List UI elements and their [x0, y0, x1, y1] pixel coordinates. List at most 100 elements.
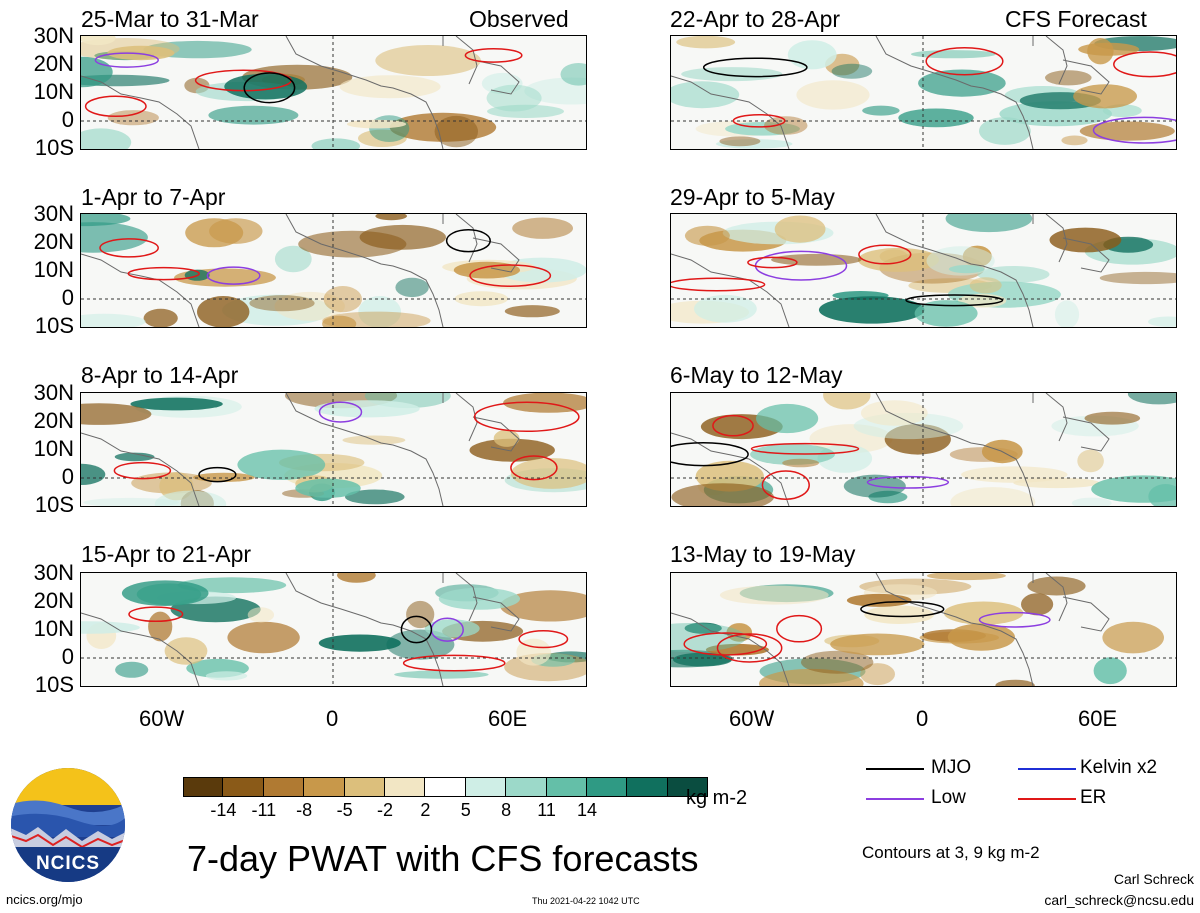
colorbar-tick: 2: [420, 800, 431, 820]
legend-label-er: ER: [1080, 787, 1107, 808]
pwat-anomaly-shading: [81, 463, 106, 485]
pwat-anomaly-shading: [121, 580, 209, 606]
wave-contour: [925, 47, 1004, 76]
pwat-anomaly-shading: [1027, 576, 1086, 596]
panel-title-8: 13-May to 19-May: [670, 541, 856, 567]
map-panel-cfs-1: [670, 35, 1177, 150]
legend-line-er: [1018, 798, 1076, 800]
panel-title-6: 29-Apr to 5-May: [670, 184, 835, 210]
pwat-anomaly-shading: [395, 277, 429, 298]
colorbar-tick: -11: [251, 800, 277, 820]
pwat-anomaly-shading: [763, 116, 808, 135]
logo-text: NCICS: [36, 853, 100, 874]
pwat-anomaly-shading: [771, 253, 862, 266]
colorbar-tick: 5: [460, 800, 471, 820]
pwat-anomaly-shading: [719, 585, 829, 605]
pwat-anomaly-shading: [1061, 135, 1088, 146]
wave-contour: [469, 264, 552, 287]
colorbar-swatch: [385, 777, 426, 797]
pwat-anomaly-shading: [1045, 70, 1092, 86]
wave-contour: [683, 632, 768, 656]
pwat-anomaly-shading: [787, 40, 837, 70]
pwat-anomaly-shading: [375, 45, 481, 76]
pwat-anomaly-shading: [830, 633, 925, 656]
pwat-anomaly-shading: [961, 466, 1068, 483]
colorbar-swatch: [304, 777, 345, 797]
coastline: [671, 393, 1110, 506]
pwat-anomaly-shading: [774, 215, 826, 243]
pwat-anomaly-shading: [107, 45, 175, 61]
pwat-anomaly-shading: [1071, 497, 1112, 506]
coastline: [671, 214, 1110, 327]
lat-label: 0: [61, 285, 74, 310]
pwat-anomaly-shading: [782, 458, 819, 468]
pwat-anomaly-shading: [247, 607, 275, 623]
pwat-anomaly-shading: [823, 393, 871, 410]
lat-label: 10S: [34, 313, 74, 338]
map-panel-obs-4: [80, 572, 587, 687]
pwat-anomaly-shading: [796, 80, 870, 110]
colorbar-swatch: [667, 777, 709, 797]
colorbar-tick: 11: [537, 800, 556, 820]
wave-contour: [84, 95, 147, 118]
pwat-anomaly-shading: [143, 308, 178, 327]
pwat-anomaly-shading: [510, 458, 586, 489]
wave-contour: [243, 72, 296, 104]
colorbar-swatch: [344, 777, 385, 797]
pwat-anomaly-shading: [295, 478, 361, 498]
lat-label: 30N: [33, 201, 74, 226]
pwat-anomaly-shading: [369, 115, 410, 142]
legend-label-low: Low: [931, 787, 966, 808]
pwat-anomaly-shading: [926, 573, 1006, 581]
panel-title-3: 8-Apr to 14-Apr: [81, 362, 239, 388]
map-panel-obs-3: [80, 392, 587, 507]
pwat-anomaly-shading: [1079, 121, 1175, 141]
wave-contour: [113, 461, 172, 480]
coastline: [81, 214, 520, 327]
pwat-anomaly-shading: [864, 605, 934, 624]
pwat-anomaly-shading: [154, 490, 227, 506]
wave-contour: [1092, 116, 1176, 144]
pwat-anomaly-shading: [756, 403, 819, 434]
pwat-anomaly-shading: [809, 424, 893, 454]
pwat-anomaly-shading: [979, 117, 1031, 145]
pwat-anomaly-shading: [948, 265, 985, 274]
panel-title-7: 6-May to 12-May: [670, 362, 843, 388]
pwat-anomaly-shading: [434, 115, 478, 148]
pwat-anomaly-shading: [560, 63, 586, 86]
lat-label: 10N: [33, 79, 74, 104]
colorbar-swatch: [425, 777, 466, 797]
colorbar-tick: -8: [296, 800, 313, 820]
pwat-anomaly-shading: [337, 573, 376, 583]
coastline: [671, 573, 1110, 686]
lat-label: 20N: [33, 408, 74, 433]
pwat-anomaly-shading: [858, 247, 939, 272]
coastline: [81, 573, 520, 686]
pwat-anomaly-shading: [694, 294, 757, 323]
pwat-anomaly-shading: [345, 489, 405, 505]
pwat-anomaly-shading: [860, 663, 895, 686]
wave-contour: [127, 266, 200, 281]
wave-contour: [671, 277, 766, 292]
pwat-anomaly-shading: [1099, 271, 1176, 285]
legend-label-mjo: MJO: [931, 757, 972, 778]
pwat-anomaly-shading: [860, 400, 928, 426]
lon-label-60w-right: 60W: [729, 706, 775, 731]
pwat-anomaly-shading: [346, 119, 407, 129]
wave-contour: [860, 600, 945, 618]
lon-label-60e: 60E: [488, 706, 528, 731]
panel-title-4: 15-Apr to 21-Apr: [81, 541, 252, 567]
lat-label: 0: [61, 107, 74, 132]
pwat-anomaly-shading: [208, 105, 299, 125]
pwat-anomaly-shading: [759, 668, 864, 686]
pwat-anomaly-shading: [831, 63, 873, 79]
pwat-anomaly-shading: [237, 449, 326, 480]
lat-label: 30N: [33, 23, 74, 48]
lat-label: 0: [61, 464, 74, 489]
pwat-anomaly-shading: [164, 637, 208, 665]
wave-contour: [776, 614, 823, 643]
colorbar-swatch: [465, 777, 507, 797]
colorbar-tick: 14: [576, 800, 598, 820]
pwat-anomaly-shading: [1148, 316, 1176, 327]
pwat-anomaly-shading: [81, 403, 152, 425]
